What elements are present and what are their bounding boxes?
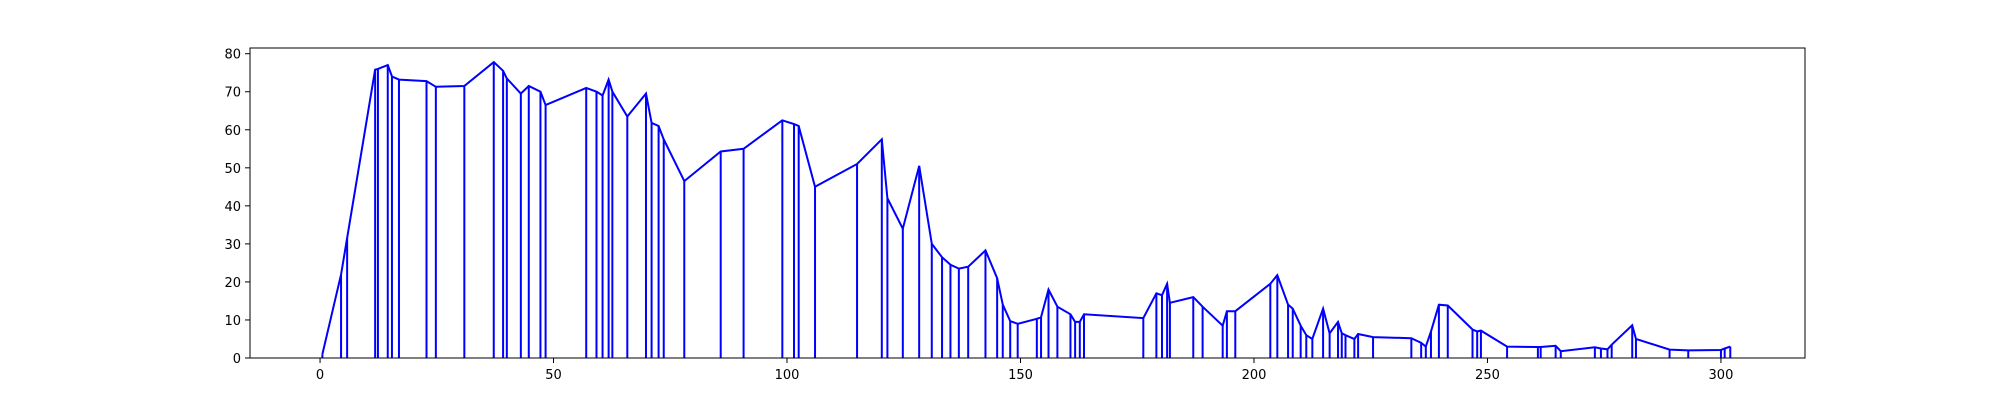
axes: 0 50 100 150 200 250 300 0 10 20 30 40 50 60 70 80 bbox=[224, 48, 1733, 383]
y-tick-label: 50 bbox=[224, 162, 241, 177]
y-tick-label: 30 bbox=[224, 238, 241, 253]
x-tick-label: 100 bbox=[775, 368, 800, 383]
x-tick-label: 50 bbox=[545, 368, 562, 383]
y-tick-label: 0 bbox=[233, 352, 241, 367]
x-tick-label: 250 bbox=[1475, 368, 1500, 383]
y-tick-label: 20 bbox=[224, 276, 241, 291]
y-tick-label: 60 bbox=[224, 124, 241, 139]
x-tick-label: 150 bbox=[1008, 368, 1033, 383]
x-tick-label: 200 bbox=[1242, 368, 1267, 383]
series-line bbox=[321, 60, 1731, 355]
y-tick-label: 80 bbox=[224, 48, 241, 63]
y-tick-label: 40 bbox=[224, 200, 241, 215]
y-tick-label: 70 bbox=[224, 86, 241, 101]
x-tick-label: 0 bbox=[316, 368, 324, 383]
stems-layer bbox=[321, 62, 1732, 358]
plot-frame bbox=[249, 47, 1806, 359]
x-tick-label: 300 bbox=[1709, 368, 1734, 383]
y-tick-label: 10 bbox=[224, 314, 241, 329]
